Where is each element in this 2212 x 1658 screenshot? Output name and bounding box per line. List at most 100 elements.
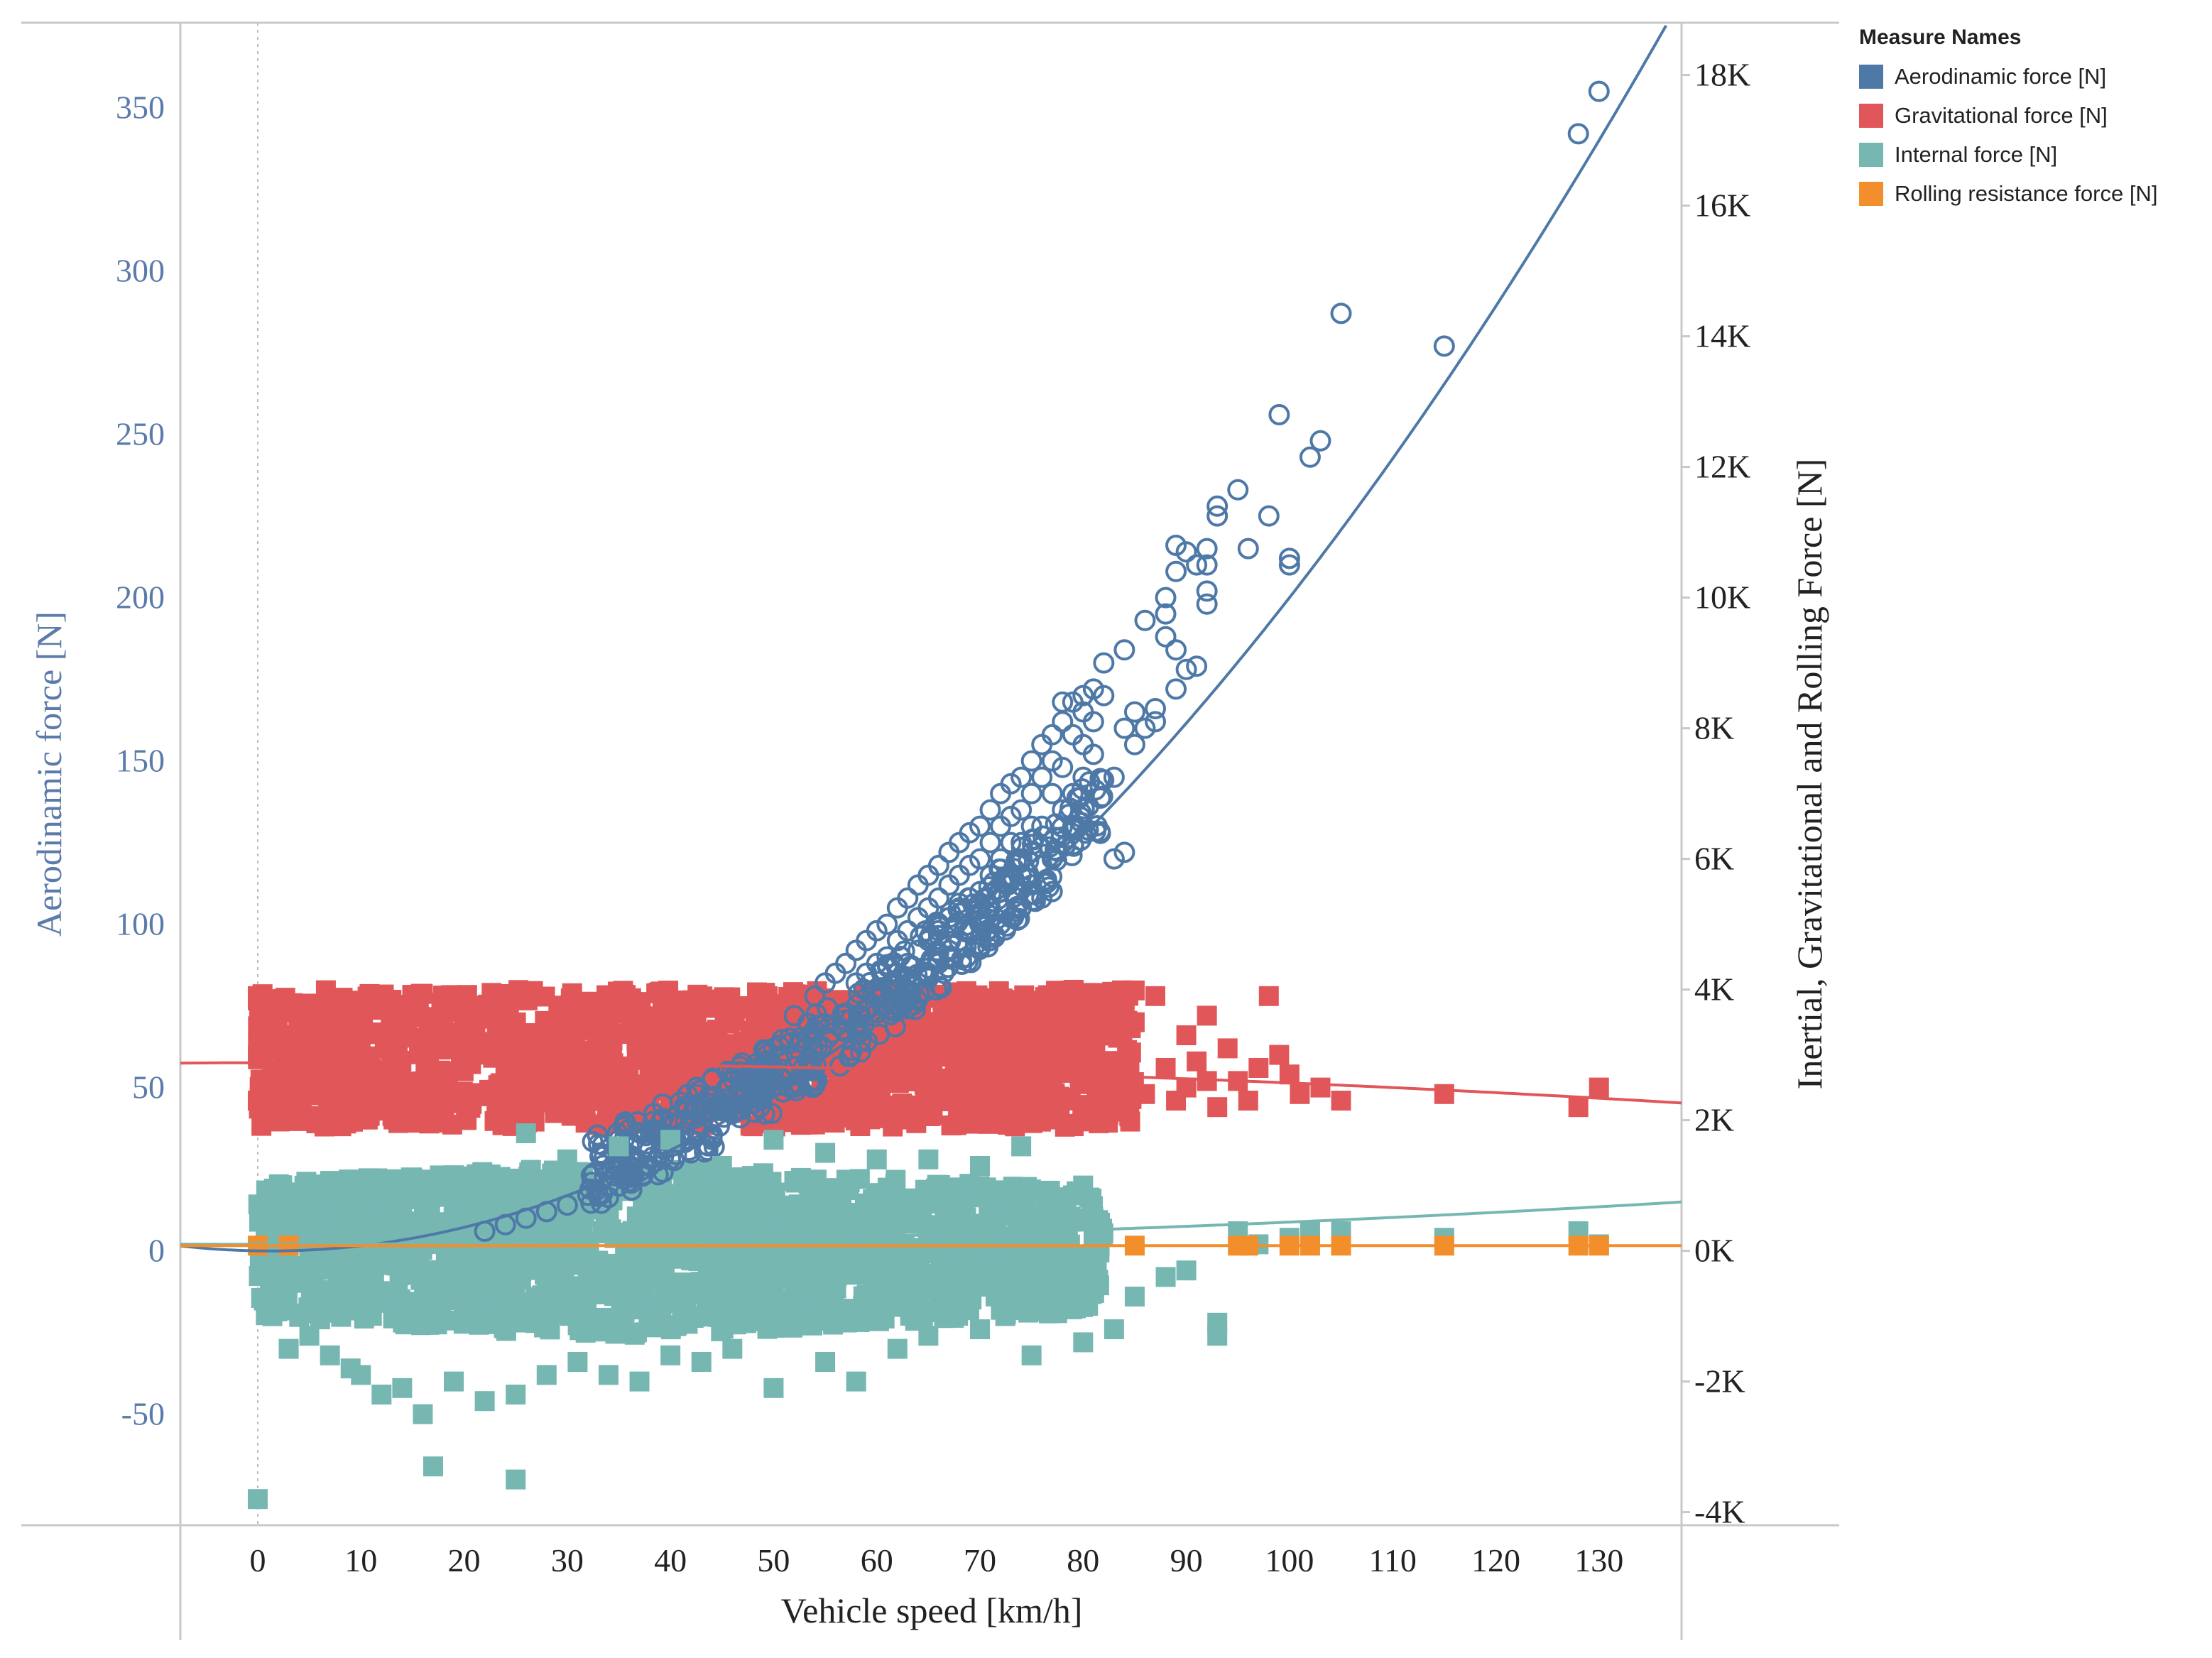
data-point [1568, 1097, 1589, 1118]
y-right-tick-label: 8K [1694, 710, 1734, 746]
y-right-tick-label: 0K [1694, 1233, 1734, 1269]
band-square-mark [535, 986, 555, 1007]
band-square-mark [408, 998, 429, 1019]
band-square-mark [444, 1165, 464, 1186]
band-square-mark [871, 1108, 891, 1128]
band-square-mark [310, 1297, 331, 1318]
band-square-mark [397, 1021, 418, 1042]
data-point [815, 1142, 836, 1163]
band-square-mark [560, 988, 581, 1009]
data-point [516, 1123, 536, 1143]
data-point [979, 864, 1001, 886]
band-square-mark [883, 1290, 903, 1311]
y-right-tick-label: -4K [1694, 1494, 1745, 1530]
aero-cloud-point [582, 1130, 604, 1152]
aero-cloud-point [1077, 795, 1099, 817]
x-tick-label: 110 [1369, 1542, 1417, 1578]
data-point [1000, 907, 1022, 929]
band-square-mark [856, 1285, 877, 1305]
data-point [1155, 1267, 1176, 1287]
aero-cloud-point [853, 1014, 875, 1036]
data-point [876, 913, 898, 935]
band-square-mark [974, 1103, 995, 1124]
band-square-mark [298, 1018, 318, 1038]
band-square-mark [745, 1000, 766, 1021]
band-square-mark [305, 1276, 325, 1297]
plot-frame [21, 21, 1839, 1640]
band-square-mark [1046, 1040, 1067, 1061]
band-square-mark [502, 1094, 523, 1115]
legend-item-gravitational[interactable]: Gravitational force [N] [1859, 96, 2157, 135]
data-point [1433, 335, 1455, 357]
legend-item-aerodinamic[interactable]: Aerodinamic force [N] [1859, 57, 2157, 96]
y-right-tick-label: 10K [1694, 579, 1750, 616]
data-point [247, 986, 268, 1006]
band-square-mark [713, 1318, 734, 1338]
band-square-mark [663, 1244, 684, 1265]
band-square-mark [1061, 1258, 1082, 1278]
aero-cloud-point [608, 1175, 630, 1197]
band-square-mark [975, 1180, 996, 1201]
data-point [597, 1174, 619, 1196]
data-point [938, 874, 960, 896]
data-point [1196, 593, 1218, 615]
data-point [1165, 560, 1187, 582]
data-point [1589, 1077, 1609, 1098]
band-square-mark [431, 1260, 452, 1280]
data-point [1010, 864, 1033, 886]
band-square-mark [537, 1306, 557, 1326]
x-tick-label: 60 [861, 1542, 893, 1578]
band-square-mark [714, 1000, 735, 1020]
data-point [1062, 815, 1084, 837]
band-square-mark [1082, 1284, 1102, 1304]
data-point [1155, 626, 1177, 648]
band-square-mark [707, 1297, 727, 1317]
band-square-mark [1036, 1001, 1057, 1022]
band-square-mark [569, 1282, 589, 1303]
band-square-mark [1082, 1109, 1103, 1130]
data-point [1165, 535, 1187, 556]
band-square-mark [1114, 990, 1135, 1010]
data-point [1123, 733, 1145, 756]
band-square-mark [819, 1194, 840, 1214]
legend-item-rolling[interactable]: Rolling resistance force [N] [1859, 174, 2157, 213]
band-square-mark [334, 1209, 355, 1229]
data-point [814, 972, 837, 994]
band-square-mark [346, 1262, 366, 1282]
band-square-mark [563, 1067, 584, 1087]
data-point [1238, 1091, 1258, 1111]
legend-item-internal[interactable]: Internal force [N] [1859, 135, 2157, 174]
band-square-mark [486, 994, 506, 1015]
data-point [1155, 1058, 1176, 1078]
data-point [1103, 766, 1125, 788]
band-square-mark [281, 1078, 302, 1098]
data-point [691, 1352, 712, 1372]
data-point [1134, 717, 1156, 739]
band-square-mark [1039, 1102, 1059, 1123]
band-square-mark [915, 1018, 935, 1039]
data-point [1011, 1136, 1032, 1157]
band-square-mark [599, 1262, 619, 1282]
band-square-mark [364, 1266, 384, 1287]
data-point [970, 1319, 991, 1339]
aero-cloud-point [702, 1093, 724, 1115]
band-square-mark [624, 1324, 645, 1345]
band-square-mark [303, 1204, 324, 1225]
band-square-mark [969, 1049, 989, 1069]
data-point [1206, 505, 1228, 527]
data-point [763, 1037, 785, 1059]
band-square-mark [866, 1183, 887, 1204]
legend: Measure Names Aerodinamic force [N] Grav… [1859, 26, 2157, 213]
band-square-mark [594, 1321, 615, 1342]
band-square-mark [979, 1199, 999, 1220]
legend-swatch-internal [1859, 142, 1883, 167]
data-point [1010, 766, 1033, 788]
data-point [1103, 848, 1125, 870]
y-right-tick-label: 6K [1694, 841, 1734, 877]
band-square-mark [694, 1246, 715, 1267]
x-tick-label: 50 [757, 1542, 790, 1578]
data-point [1134, 609, 1156, 631]
data-point [506, 1469, 526, 1490]
band-square-mark [730, 1209, 751, 1229]
band-square-mark [748, 1022, 768, 1042]
